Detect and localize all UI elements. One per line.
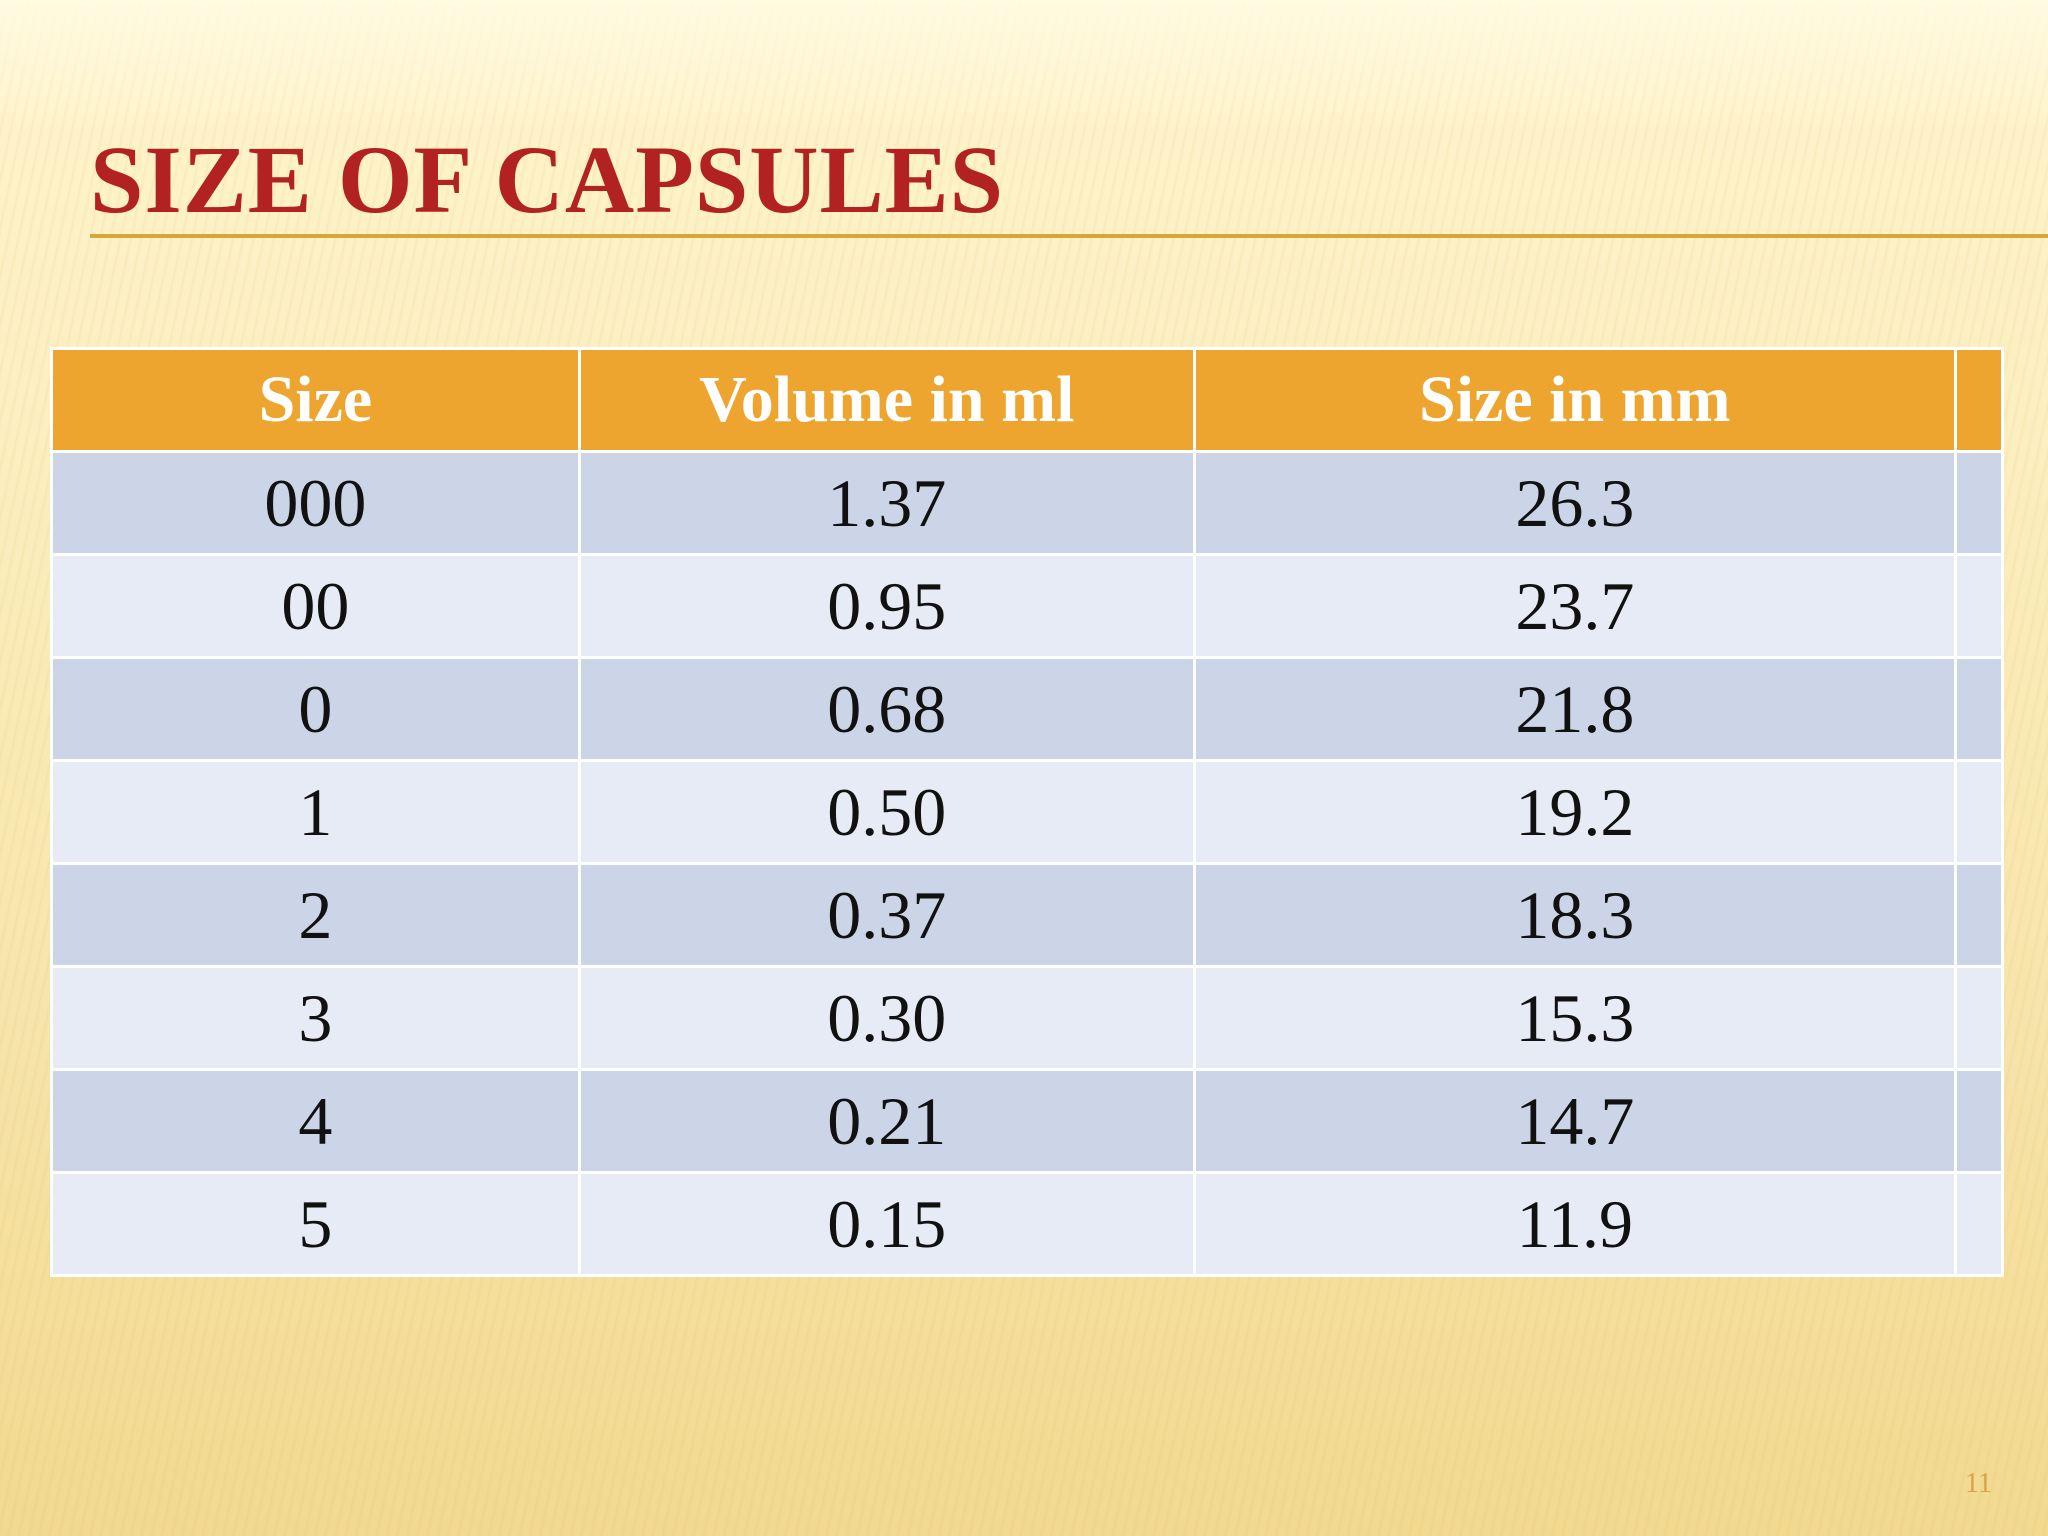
table-row: 2 0.37 18.3 <box>50 862 2005 968</box>
cell-extra <box>1953 1171 2005 1277</box>
cell-size: 2 <box>50 862 581 968</box>
cell-extra <box>1953 759 2005 865</box>
cell-size: 0 <box>50 656 581 762</box>
cell-size: 00 <box>50 553 581 659</box>
cell-size: 000 <box>50 450 581 556</box>
cell-volume: 0.21 <box>577 1068 1196 1174</box>
table-row: 00 0.95 23.7 <box>50 553 2005 659</box>
capsule-size-table: Size Volume in ml Size in mm 000 1.37 26… <box>50 347 2005 1277</box>
table-row: 0 0.68 21.8 <box>50 656 2005 762</box>
background-glow <box>0 0 2048 130</box>
cell-size-mm: 15.3 <box>1192 965 1957 1071</box>
cell-extra <box>1953 553 2005 659</box>
header-volume: Volume in ml <box>577 347 1196 453</box>
table-row: 000 1.37 26.3 <box>50 450 2005 556</box>
slide-page-number: 11 <box>1965 1468 1992 1499</box>
cell-volume: 0.50 <box>577 759 1196 865</box>
cell-size-mm: 18.3 <box>1192 862 1957 968</box>
table-row: 5 0.15 11.9 <box>50 1171 2005 1277</box>
cell-size-mm: 11.9 <box>1192 1171 1957 1277</box>
cell-size: 3 <box>50 965 581 1071</box>
cell-volume: 0.37 <box>577 862 1196 968</box>
header-size-mm: Size in mm <box>1192 347 1957 453</box>
cell-size-mm: 26.3 <box>1192 450 1957 556</box>
cell-extra <box>1953 1068 2005 1174</box>
cell-volume: 0.68 <box>577 656 1196 762</box>
cell-volume: 0.95 <box>577 553 1196 659</box>
cell-size: 1 <box>50 759 581 865</box>
table-row: 3 0.30 15.3 <box>50 965 2005 1071</box>
cell-extra <box>1953 862 2005 968</box>
slide-title: SIZE OF CAPSULES <box>90 126 1005 233</box>
cell-size-mm: 21.8 <box>1192 656 1957 762</box>
table-row: 4 0.21 14.7 <box>50 1068 2005 1174</box>
cell-size: 5 <box>50 1171 581 1277</box>
cell-size: 4 <box>50 1068 581 1174</box>
cell-extra <box>1953 450 2005 556</box>
table-header-row: Size Volume in ml Size in mm <box>50 347 2005 453</box>
header-extra <box>1953 347 2005 453</box>
cell-size-mm: 23.7 <box>1192 553 1957 659</box>
cell-size-mm: 19.2 <box>1192 759 1957 865</box>
cell-size-mm: 14.7 <box>1192 1068 1957 1174</box>
cell-volume: 0.30 <box>577 965 1196 1071</box>
header-size: Size <box>50 347 581 453</box>
cell-volume: 1.37 <box>577 450 1196 556</box>
cell-volume: 0.15 <box>577 1171 1196 1277</box>
cell-extra <box>1953 656 2005 762</box>
cell-extra <box>1953 965 2005 1071</box>
table-row: 1 0.50 19.2 <box>50 759 2005 865</box>
title-divider <box>90 234 2048 238</box>
